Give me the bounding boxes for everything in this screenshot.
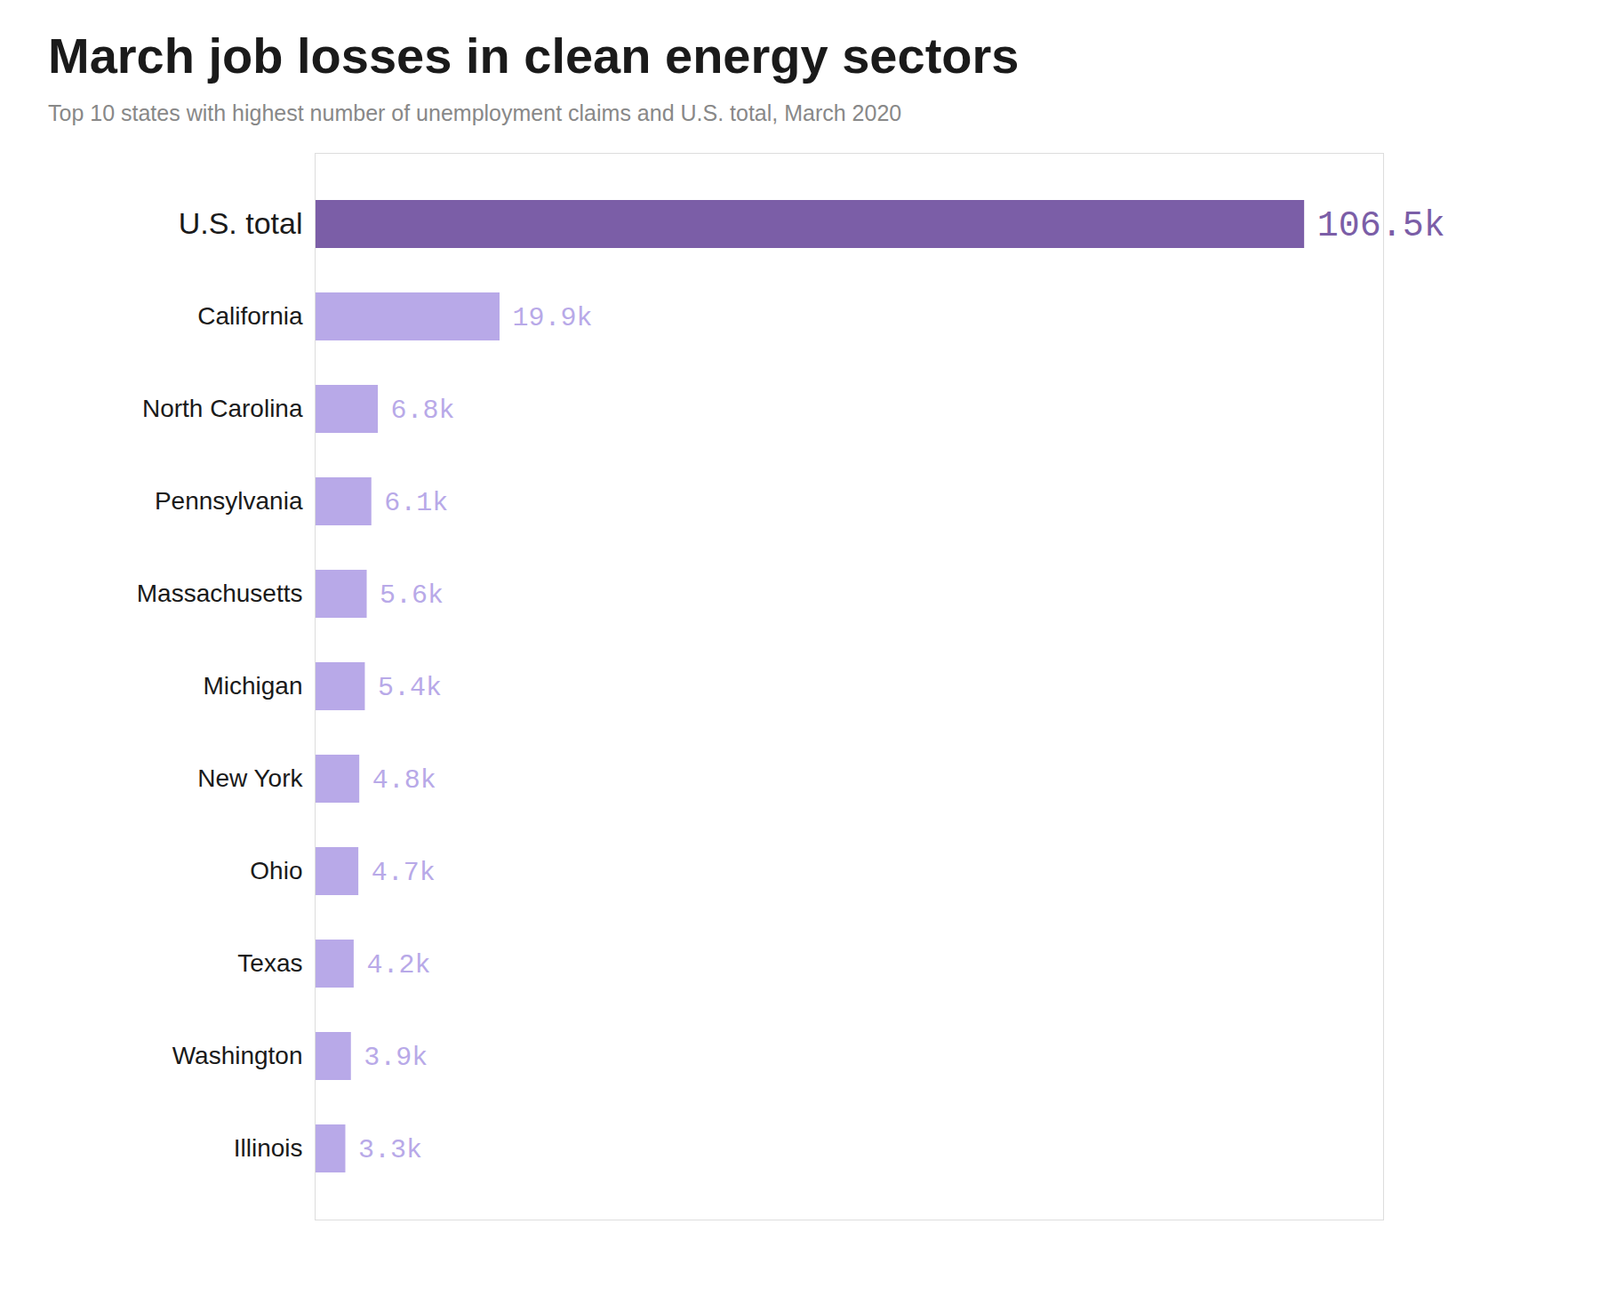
svg-text:3.9k: 3.9k <box>363 1042 428 1073</box>
svg-text:U.S. total: U.S. total <box>178 206 304 240</box>
svg-text:Ohio: Ohio <box>249 856 303 885</box>
svg-text:Michigan: Michigan <box>202 672 303 700</box>
svg-text:5.6k: 5.6k <box>379 580 444 611</box>
svg-text:5.4k: 5.4k <box>377 672 442 704</box>
svg-text:California: California <box>197 302 304 330</box>
svg-text:Washington: Washington <box>172 1041 304 1070</box>
svg-text:Texas: Texas <box>237 949 303 977</box>
svg-text:Massachusetts: Massachusetts <box>136 579 304 608</box>
svg-text:19.9k: 19.9k <box>512 303 592 334</box>
svg-text:4.2k: 4.2k <box>366 950 431 981</box>
html-text:March job losses in clean ener: March job losses in clean energy sectors <box>48 27 1020 84</box>
svg-text:6.1k: 6.1k <box>384 488 448 519</box>
svg-text:106.5k: 106.5k <box>1317 206 1446 247</box>
svg-text:North Carolina: North Carolina <box>142 394 304 423</box>
html-text:Top 10 states with highest num: Top 10 states with highest number of une… <box>48 100 902 126</box>
svg-text:Pennsylvania: Pennsylvania <box>154 487 304 515</box>
svg-text:4.8k: 4.8k <box>372 765 437 796</box>
svg-text:6.8k: 6.8k <box>391 395 456 426</box>
svg-text:3.3k: 3.3k <box>358 1135 423 1166</box>
svg-text:Illinois: Illinois <box>233 1134 304 1162</box>
svg-text:4.7k: 4.7k <box>371 857 436 888</box>
svg-text:New York: New York <box>197 764 304 792</box>
